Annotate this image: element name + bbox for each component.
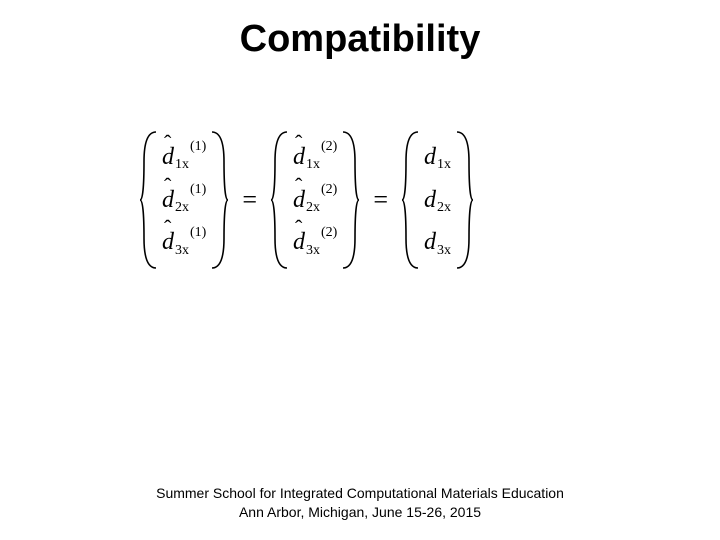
- left-brace: [140, 130, 158, 270]
- equals-sign: =: [228, 185, 271, 215]
- right-brace: [341, 130, 359, 270]
- vector-entries: d1x(1)d2x(1)d3x(1): [158, 130, 210, 270]
- page-title: Compatibility: [0, 18, 720, 61]
- vector-entries: d1x(2)d2x(2)d3x(2): [289, 130, 341, 270]
- right-brace: [210, 130, 228, 270]
- vector-entry: d3x(2): [293, 221, 337, 264]
- vector-entry: d3x: [424, 221, 451, 264]
- equals-sign: =: [359, 185, 402, 215]
- vector: d1xd2xd3x: [402, 130, 473, 270]
- left-brace: [271, 130, 289, 270]
- vector: d1x(2)d2x(2)d3x(2): [271, 130, 359, 270]
- vector-entry: d3x(1): [162, 221, 206, 264]
- left-brace: [402, 130, 420, 270]
- footer-line-1: Summer School for Integrated Computation…: [0, 484, 720, 503]
- footer-line-2: Ann Arbor, Michigan, June 15-26, 2015: [0, 503, 720, 522]
- compatibility-equation: d1x(1)d2x(1)d3x(1) = d1x(2)d2x(2)d3x(2) = d1…: [140, 130, 473, 270]
- vector: d1x(1)d2x(1)d3x(1): [140, 130, 228, 270]
- vector-entry: d1x: [424, 136, 451, 179]
- footer: Summer School for Integrated Computation…: [0, 484, 720, 522]
- vector-entries: d1xd2xd3x: [420, 130, 455, 270]
- vector-entry: d2x: [424, 179, 451, 222]
- right-brace: [455, 130, 473, 270]
